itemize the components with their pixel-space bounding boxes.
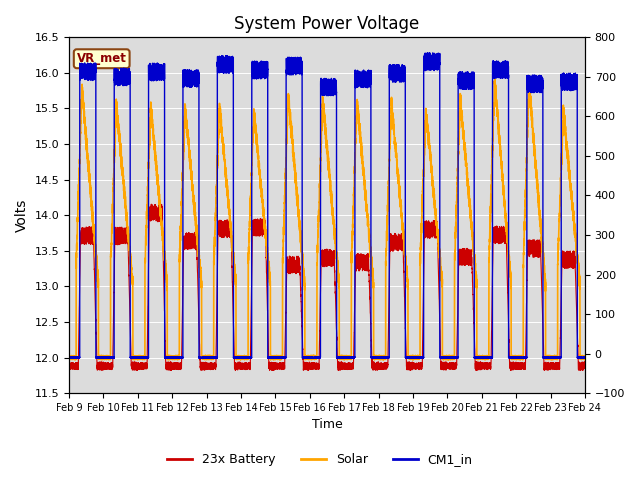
- Solar: [457, 93, 465, 98]
- 23x Battery: [65, 361, 73, 367]
- X-axis label: Time: Time: [312, 419, 342, 432]
- Solar: [559, 104, 567, 109]
- Line: Solar: Solar: [69, 77, 585, 360]
- Solar: [491, 74, 499, 80]
- 23x Battery: [310, 361, 317, 367]
- 23x Battery: [581, 359, 589, 365]
- CM1_in: [581, 354, 589, 360]
- Line: CM1_in: CM1_in: [69, 53, 585, 358]
- CM1_in: [559, 75, 567, 81]
- CM1_in: [241, 354, 248, 360]
- CM1_in: [65, 354, 73, 360]
- 23x Battery: [553, 365, 561, 371]
- 23x Battery: [559, 249, 567, 254]
- CM1_in: [442, 355, 450, 361]
- Solar: [581, 355, 589, 361]
- 23x Battery: [442, 365, 450, 371]
- CM1_in: [553, 355, 561, 360]
- Solar: [442, 356, 450, 362]
- CM1_in: [309, 354, 317, 360]
- CM1_in: [476, 355, 483, 361]
- Y-axis label: Volts: Volts: [15, 199, 29, 232]
- Solar: [241, 352, 248, 358]
- Text: VR_met: VR_met: [77, 52, 127, 65]
- Solar: [237, 357, 244, 362]
- Line: 23x Battery: 23x Battery: [69, 204, 585, 371]
- 23x Battery: [241, 364, 248, 370]
- 23x Battery: [457, 248, 465, 253]
- Title: System Power Voltage: System Power Voltage: [234, 15, 420, 33]
- 23x Battery: [133, 368, 141, 373]
- Legend: 23x Battery, Solar, CM1_in: 23x Battery, Solar, CM1_in: [163, 448, 477, 471]
- CM1_in: [457, 69, 465, 75]
- Solar: [309, 354, 317, 360]
- Solar: [553, 356, 561, 361]
- CM1_in: [424, 50, 431, 56]
- Solar: [65, 354, 73, 360]
- 23x Battery: [147, 201, 155, 207]
